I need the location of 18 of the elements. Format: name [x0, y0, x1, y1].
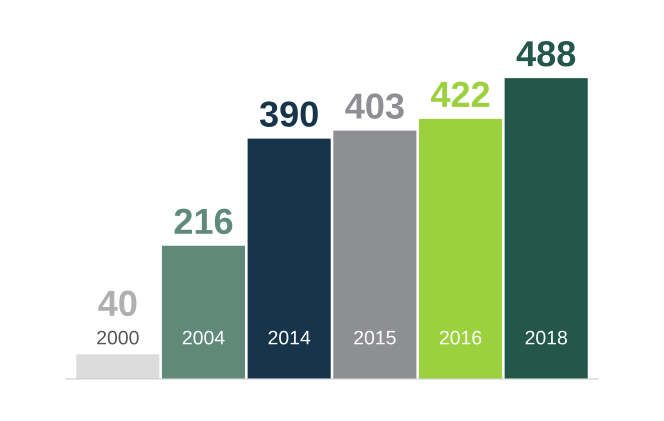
x-tick-label: 2000 — [97, 330, 139, 344]
x-tick-label: 2015 — [354, 330, 396, 344]
data-label: 40 — [98, 290, 136, 316]
data-label: 488 — [516, 40, 576, 67]
data-label: 390 — [260, 101, 318, 127]
bar — [162, 246, 246, 379]
bar — [333, 130, 416, 379]
x-tick-label: 2018 — [526, 330, 567, 344]
data-label: 216 — [174, 208, 232, 234]
x-tick-label: 2014 — [268, 330, 310, 344]
bar — [504, 78, 588, 379]
bar — [76, 354, 160, 379]
bar — [248, 138, 331, 379]
bar — [418, 118, 502, 379]
x-tick-label: 2016 — [440, 330, 482, 344]
data-label: 422 — [430, 82, 490, 107]
x-tick-label: 2004 — [182, 330, 225, 344]
data-label: 403 — [345, 93, 404, 119]
